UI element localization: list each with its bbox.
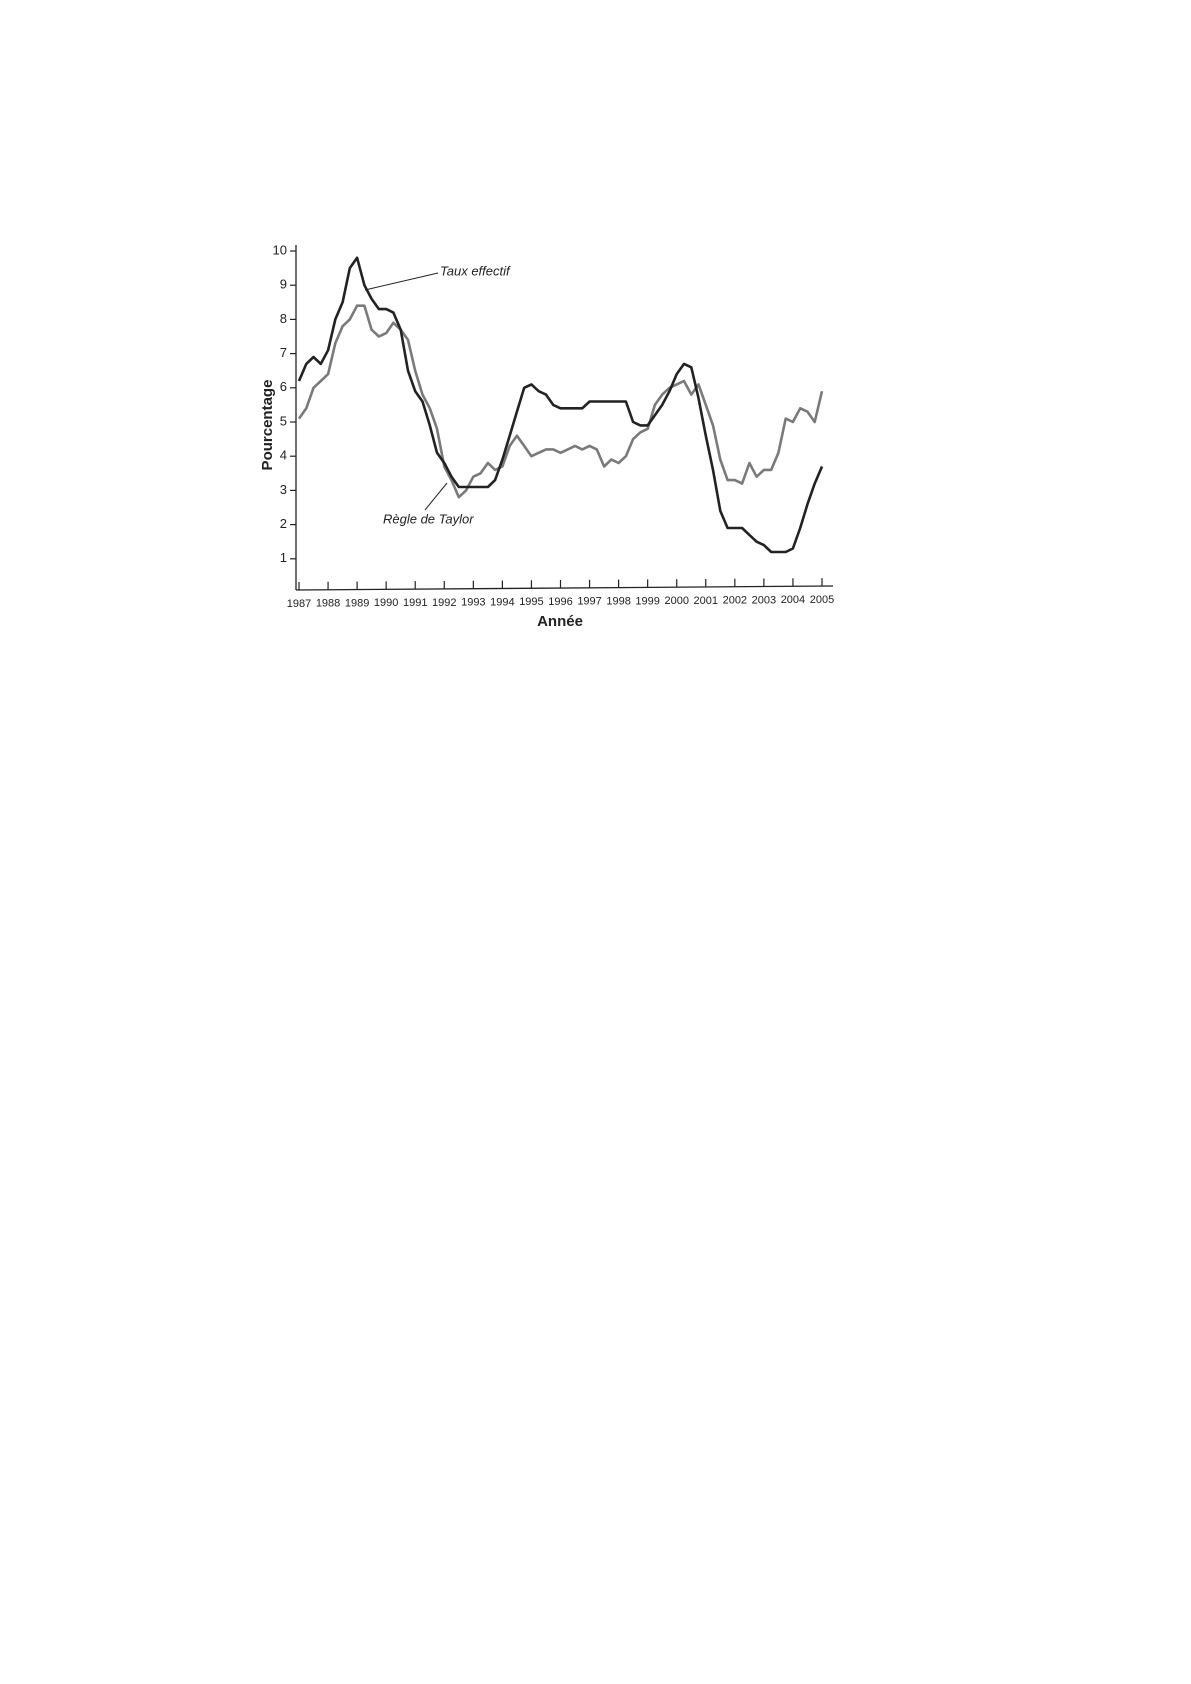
x-axis-label: Année [537,613,583,630]
series-line [297,256,824,554]
y-tick-label: 6 [280,379,287,394]
y-tick-label: 9 [280,277,287,292]
y-tick-label: 8 [280,311,287,326]
x-tick-label: 1990 [374,597,398,609]
x-tick-label: 1991 [403,597,427,609]
x-tick-label: 1997 [577,596,601,608]
y-tick-label: 7 [280,345,287,360]
y-tick-label: 1 [280,550,287,565]
series-annotation: Règle de Taylor [383,511,474,526]
annotation-leader [424,482,448,511]
x-tick-label: 1999 [635,595,659,607]
y-tick-label: 2 [280,516,287,531]
x-tick-label: 2001 [694,595,718,607]
y-axis-label: Pourcentage [259,380,276,471]
x-axis [295,585,834,591]
x-tick-label: 1987 [287,598,311,610]
x-tick-label: 1995 [519,596,543,608]
x-tick-label: 2002 [723,595,747,607]
series-line [297,304,824,499]
x-tick-label: 1994 [490,596,514,608]
x-tick-label: 2005 [810,594,834,606]
x-tick-label: 1993 [461,597,485,609]
x-tick-label: 2004 [781,594,805,606]
series-annotation: Taux effectif [440,263,511,278]
y-tick-label: 4 [280,448,287,463]
x-tick-label: 2000 [664,595,688,607]
annotation-leader [364,272,439,291]
x-tick-label: 1996 [548,596,572,608]
x-tick-label: 1988 [316,598,340,610]
y-tick-label: 10 [273,242,287,257]
x-tick-label: 1992 [432,597,456,609]
y-tick-label: 3 [280,482,287,497]
y-tick-label: 5 [280,413,287,428]
x-tick-label: 1998 [606,596,630,608]
x-tick-label: 1989 [345,597,369,609]
x-tick-label: 2003 [752,594,776,606]
